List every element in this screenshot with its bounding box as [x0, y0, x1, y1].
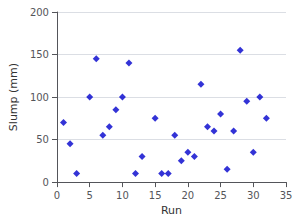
svg-text:200: 200 [30, 7, 49, 18]
svg-text:100: 100 [30, 92, 49, 103]
svg-text:Run: Run [161, 204, 182, 217]
svg-text:15: 15 [149, 190, 162, 201]
svg-text:10: 10 [116, 190, 129, 201]
svg-text:20: 20 [181, 190, 194, 201]
svg-text:30: 30 [247, 190, 260, 201]
svg-text:5: 5 [87, 190, 93, 201]
svg-text:150: 150 [30, 49, 49, 60]
svg-text:35: 35 [280, 190, 293, 201]
svg-text:50: 50 [36, 134, 49, 145]
svg-text:0: 0 [54, 190, 60, 201]
svg-text:25: 25 [214, 190, 227, 201]
svg-text:Slump (mm): Slump (mm) [7, 63, 20, 131]
svg-text:0: 0 [43, 177, 49, 188]
